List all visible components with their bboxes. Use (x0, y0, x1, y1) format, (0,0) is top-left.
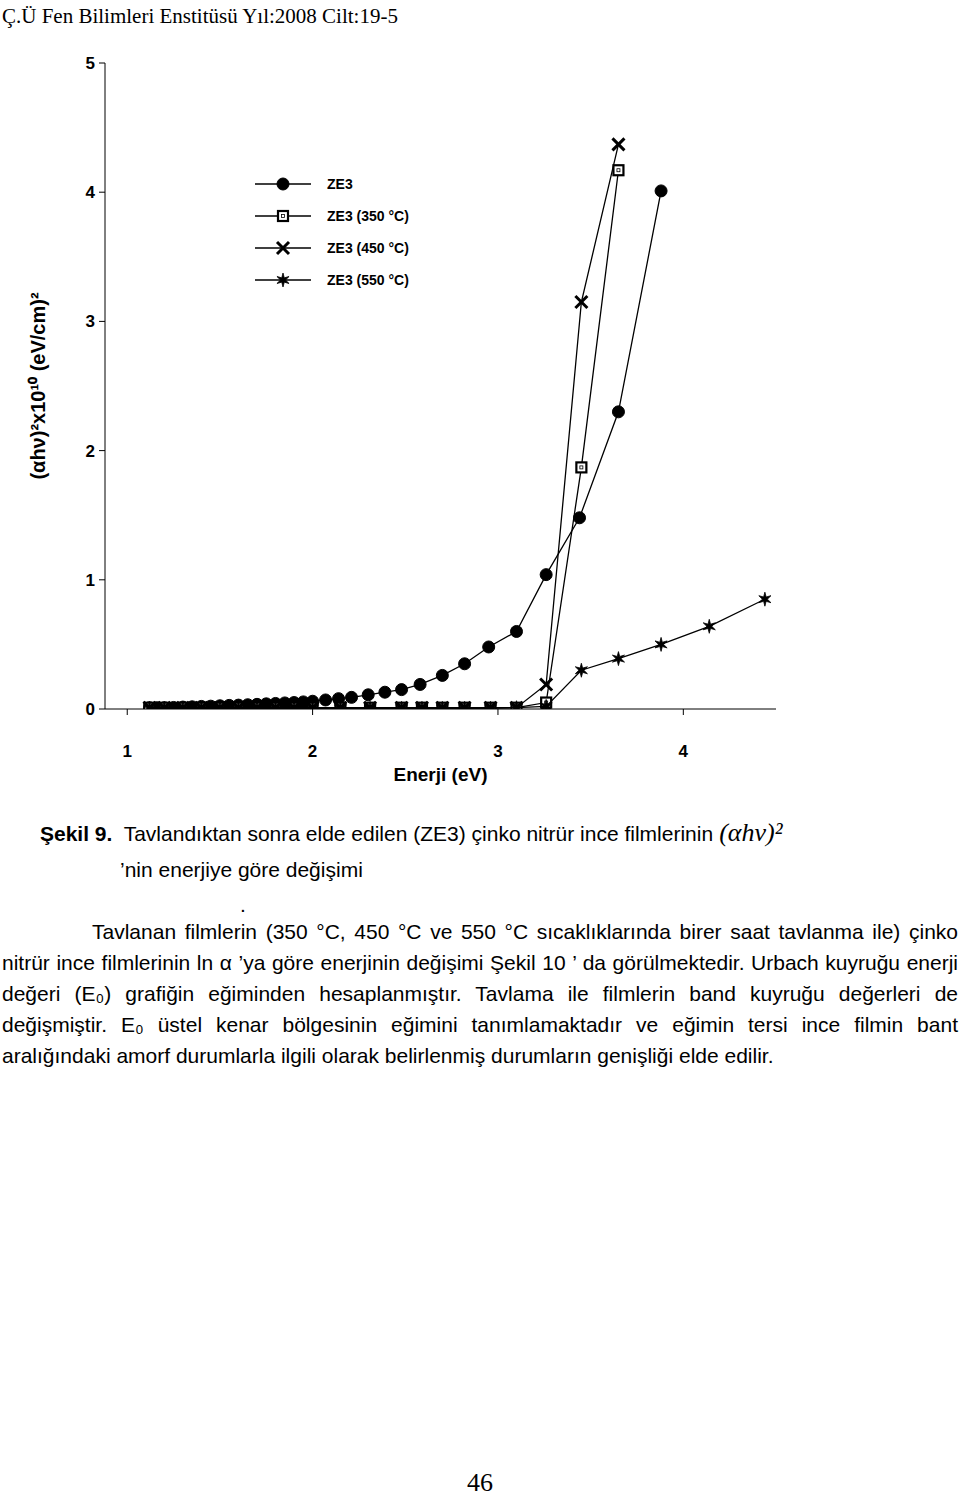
svg-text:0: 0 (86, 700, 95, 719)
svg-text:(αhν)²x10¹⁰ (eV/cm)²: (αhν)²x10¹⁰ (eV/cm)² (27, 292, 49, 479)
html-text:ZE3 (350 °C): ZE3 (350 °C) (327, 208, 409, 224)
svg-text:4: 4 (679, 742, 689, 761)
html-text:ZE3: ZE3 (327, 176, 353, 192)
svg-text:4: 4 (86, 183, 96, 202)
svg-text:3: 3 (493, 742, 502, 761)
svg-text:1: 1 (123, 742, 132, 761)
html-text:Şekil 9.: Şekil 9. (40, 822, 113, 845)
html-text:’nin enerjiye göre değişimi: ’nin enerjiye göre değişimi (120, 858, 363, 881)
svg-text:3: 3 (86, 312, 95, 331)
html-text:Tavlanan filmlerin (350 °C, 45: Tavlanan filmlerin (350 °C, 450 °C ve 55… (2, 920, 958, 1067)
html-text:Tavlandıktan sonra elde edilen: Tavlandıktan sonra elde edilen (ZE3) çin… (123, 818, 783, 847)
svg-text:Enerji (eV): Enerji (eV) (394, 764, 488, 785)
svg-text:2: 2 (308, 742, 317, 761)
svg-text:5: 5 (86, 54, 95, 73)
html-text:ZE3 (550 °C): ZE3 (550 °C) (327, 272, 409, 288)
html-text:ZE3 (450 °C): ZE3 (450 °C) (327, 240, 409, 256)
svg-text:1: 1 (86, 571, 95, 590)
html-text:Ç.Ü Fen Bilimleri Enstitüsü Yı: Ç.Ü Fen Bilimleri Enstitüsü Yıl:2008 Cil… (2, 4, 398, 28)
html-text:46: 46 (467, 1468, 493, 1497)
svg-text:2: 2 (86, 442, 95, 461)
